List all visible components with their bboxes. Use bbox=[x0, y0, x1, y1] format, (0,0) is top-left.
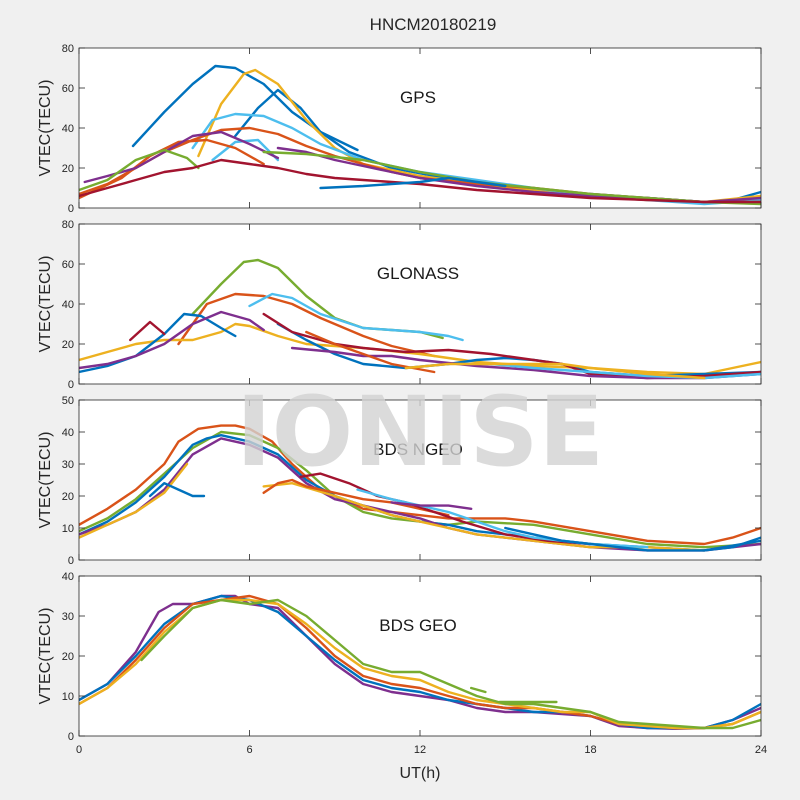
series-line-8 bbox=[262, 478, 450, 517]
x-tick-label: 24 bbox=[755, 744, 767, 756]
series-group bbox=[79, 258, 761, 380]
series-line-7 bbox=[148, 482, 206, 498]
y-tick-label: 20 bbox=[62, 491, 74, 503]
y-tick-label: 40 bbox=[62, 123, 74, 135]
panel-4: 0 10 20 30 40 0 6 12 18 24 VTEC(TECU) BDS GEO UT(h) bbox=[37, 571, 767, 782]
series-line-9 bbox=[299, 472, 592, 546]
series-group bbox=[79, 424, 761, 552]
y-tick-label: 60 bbox=[62, 259, 74, 271]
panel-label: GLONASS bbox=[377, 264, 459, 283]
series-line-2 bbox=[79, 430, 761, 549]
x-axis-label: UT(h) bbox=[400, 765, 441, 782]
plot-area bbox=[79, 224, 761, 384]
y-tick-label: 80 bbox=[62, 219, 74, 231]
series-line-13 bbox=[404, 362, 706, 380]
series-line-13 bbox=[319, 176, 507, 190]
x-tick-label: 0 bbox=[76, 744, 82, 756]
y-tick-label: 10 bbox=[62, 691, 74, 703]
y-tick-label: 0 bbox=[68, 555, 74, 567]
y-axis-label: VTEC(TECU) bbox=[37, 256, 54, 353]
y-tick-label: 60 bbox=[62, 83, 74, 95]
series-line-3 bbox=[79, 322, 761, 376]
figure-title: HNCM20180219 bbox=[370, 15, 497, 34]
plot-area bbox=[79, 576, 761, 736]
y-tick-label: 40 bbox=[62, 299, 74, 311]
series-line-2 bbox=[177, 292, 436, 358]
series-line-12 bbox=[504, 526, 761, 552]
watermark-text: IONISE bbox=[236, 376, 604, 488]
y-tick-label: 30 bbox=[62, 459, 74, 471]
panel-1: 0 20 40 60 80 VTEC(TECU) GPS bbox=[37, 43, 762, 215]
series-line-9 bbox=[79, 310, 265, 370]
series-line-6 bbox=[262, 482, 706, 552]
series-line-8 bbox=[83, 130, 280, 184]
y-tick-label: 30 bbox=[62, 611, 74, 623]
y-tick-label: 20 bbox=[62, 339, 74, 351]
y-tick-label: 80 bbox=[62, 43, 74, 55]
series-group bbox=[79, 64, 761, 206]
panel-3: 0 10 20 30 40 50 VTEC(TECU) BDS NGEO bbox=[37, 395, 762, 567]
series-line-5 bbox=[79, 312, 237, 374]
series-line-11 bbox=[305, 330, 436, 374]
y-tick-label: 20 bbox=[62, 651, 74, 663]
series-line-10 bbox=[290, 346, 761, 380]
series-line-7 bbox=[129, 320, 166, 342]
plot-area bbox=[79, 400, 761, 560]
y-axis-label: VTEC(TECU) bbox=[37, 80, 54, 177]
series-line-12 bbox=[489, 362, 761, 380]
series-line-5 bbox=[211, 138, 280, 162]
x-tick-label: 12 bbox=[414, 744, 426, 756]
panel-label: GPS bbox=[400, 88, 436, 107]
x-tick-label: 18 bbox=[584, 744, 596, 756]
series-line-12 bbox=[79, 158, 761, 204]
y-tick-label: 0 bbox=[68, 379, 74, 391]
series-line-7 bbox=[79, 138, 265, 200]
y-axis-label: VTEC(TECU) bbox=[37, 608, 54, 705]
series-line-10 bbox=[79, 148, 200, 192]
series-line-4 bbox=[248, 292, 464, 342]
y-tick-label: 0 bbox=[68, 203, 74, 215]
panel-label: BDS NGEO bbox=[373, 440, 463, 459]
y-tick-label: 20 bbox=[62, 163, 74, 175]
series-line-5 bbox=[140, 598, 761, 730]
series-line-11 bbox=[390, 501, 473, 510]
series-line-5 bbox=[79, 462, 189, 539]
panel-label: BDS GEO bbox=[379, 616, 456, 635]
y-tick-label: 0 bbox=[68, 731, 74, 743]
y-tick-label: 40 bbox=[62, 427, 74, 439]
y-axis-label: VTEC(TECU) bbox=[37, 432, 54, 529]
y-tick-label: 40 bbox=[62, 571, 74, 583]
panel-2: 0 20 40 60 80 VTEC(TECU) GLONASS bbox=[37, 219, 762, 391]
y-tick-label: 10 bbox=[62, 523, 74, 535]
series-group bbox=[79, 594, 761, 730]
x-tick-label: 6 bbox=[246, 744, 252, 756]
series-line-6 bbox=[470, 686, 487, 694]
y-tick-label: 50 bbox=[62, 395, 74, 407]
